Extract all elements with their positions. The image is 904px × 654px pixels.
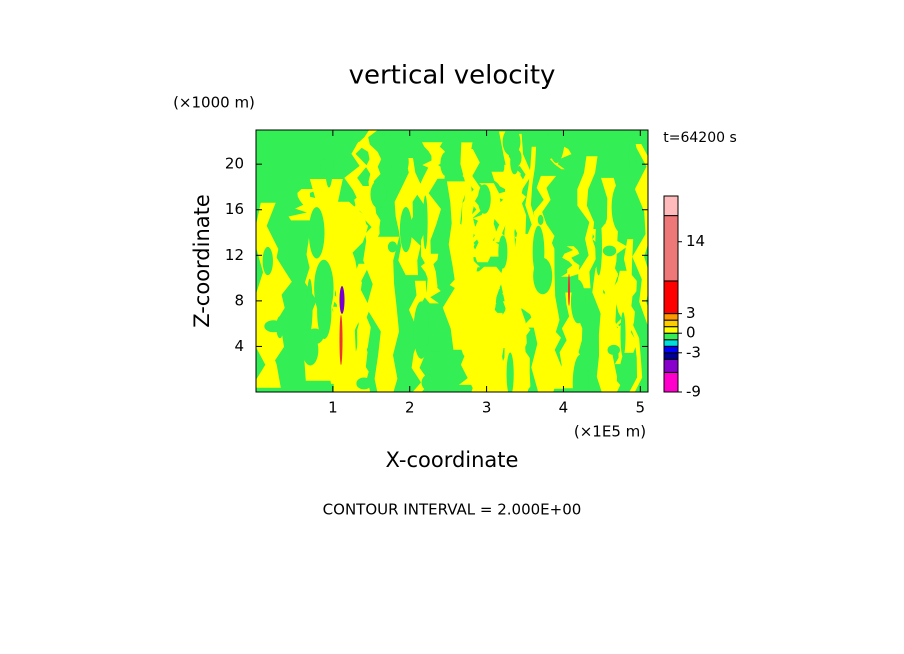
field-patch: [533, 175, 557, 273]
field-patch: [454, 232, 478, 344]
field-patch: [499, 131, 525, 332]
field-patch: [399, 206, 412, 253]
field-patch: [547, 130, 566, 164]
field-patch: [600, 319, 621, 392]
field-patch: [602, 245, 617, 257]
x-tick-label: 2: [405, 399, 415, 417]
colorbar-segment: [663, 371, 679, 393]
plot-frame: [255, 129, 649, 393]
colorbar-segment: [663, 280, 679, 315]
field-patch: [363, 236, 400, 392]
x-tick-label: 4: [559, 399, 569, 417]
field-feature: [568, 274, 570, 306]
field-patch: [325, 295, 354, 384]
y-tick-label: 16: [225, 200, 244, 218]
field-patch: [344, 141, 369, 239]
field-patch: [423, 195, 428, 250]
y-tick-label: 12: [225, 246, 244, 264]
field-patch: [324, 130, 334, 188]
field-patch: [387, 241, 398, 253]
field-feature: [339, 315, 343, 365]
field-patch: [341, 215, 362, 335]
colorbar-segment: [663, 345, 679, 354]
x-unit: (×1E5 m): [574, 423, 646, 441]
field-patch: [572, 354, 589, 392]
field-patch: [420, 253, 441, 304]
field-patch: [533, 257, 553, 295]
field-patch: [440, 151, 452, 177]
field-feature: [339, 286, 345, 314]
colorbar-tick-label: -9: [686, 383, 701, 401]
contour-field: [256, 130, 648, 392]
field-patch: [472, 212, 501, 257]
field-patch: [424, 351, 445, 366]
field-patch: [628, 138, 637, 174]
field-patch: [262, 246, 273, 276]
field-patch: [477, 184, 491, 214]
field-patch: [595, 215, 602, 276]
field-patch: [370, 180, 387, 209]
field-patch: [308, 207, 325, 259]
colorbar-tick-label: 3: [686, 304, 696, 322]
x-tick-label: 1: [328, 399, 338, 417]
colorbar-segment: [663, 358, 679, 373]
field-patch: [306, 278, 313, 333]
colorbar-segment: [663, 319, 679, 328]
colorbar-segment: [663, 326, 679, 334]
field-patch: [413, 301, 430, 359]
field-patch: [537, 214, 544, 226]
colorbar-segment: [663, 195, 679, 217]
field-patch: [577, 156, 598, 289]
footer-note: CONTOUR INTERVAL = 2.000E+00: [323, 501, 582, 519]
colorbar-segment: [663, 313, 679, 321]
field-patch: [276, 316, 284, 339]
field-patch: [507, 268, 527, 392]
field-patch: [561, 246, 582, 277]
field-patch: [607, 344, 620, 356]
time-label: t=64200 s: [663, 130, 737, 146]
field-patch: [632, 144, 648, 325]
y-axis-label: Z-coordinate: [190, 194, 214, 328]
field-patch: [350, 263, 371, 392]
field-patch: [306, 328, 324, 345]
colorbar-segment: [663, 332, 679, 341]
field-patch: [611, 181, 632, 233]
field-patch: [506, 352, 514, 392]
field-patch: [491, 171, 515, 243]
colorbar-tick-label: 14: [686, 232, 705, 250]
field-patch: [384, 130, 391, 153]
field-patch: [570, 279, 586, 324]
field-patch: [502, 130, 521, 156]
x-axis-label: X-coordinate: [386, 448, 519, 472]
field-patch: [421, 374, 439, 392]
field-patch: [442, 181, 475, 350]
colorbar-segment: [663, 215, 679, 282]
field-patch: [498, 235, 508, 269]
y-tick-label: 8: [234, 291, 244, 309]
colorbar-tick-label: -3: [686, 343, 701, 361]
x-tick-label: 5: [636, 399, 646, 417]
x-tick-label: 3: [482, 399, 492, 417]
y-tick-label: 4: [234, 337, 244, 355]
field-patch: [314, 259, 334, 316]
colorbar-tick-label: 0: [686, 324, 696, 342]
colorbar-segment: [663, 339, 679, 347]
field-patch: [261, 255, 292, 360]
field-patch: [390, 147, 409, 177]
field-patch: [416, 162, 441, 288]
colorbar-segment: [663, 352, 679, 360]
y-tick-label: 20: [225, 155, 244, 173]
chart-title: vertical velocity: [349, 61, 556, 91]
field-patch: [620, 312, 626, 357]
y-unit: (×1000 m): [173, 94, 255, 112]
field-patch: [356, 377, 372, 390]
